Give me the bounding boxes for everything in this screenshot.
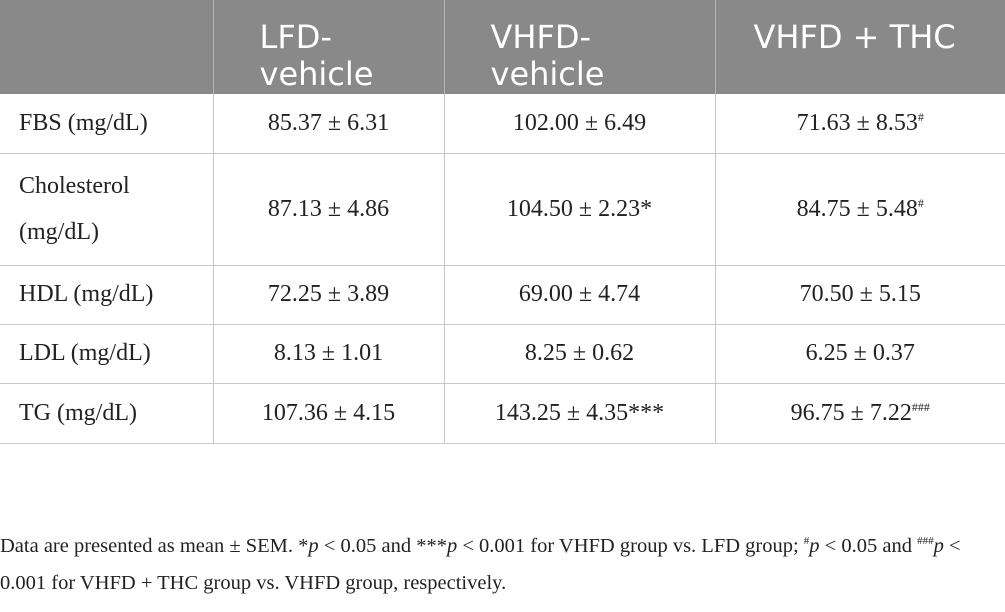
header-cell-empty — [0, 0, 213, 94]
table-cell: 87.13 ± 4.86 — [212, 153, 444, 266]
table-cell: 8.13 ± 1.01 — [212, 324, 444, 384]
significance-mark: # — [917, 195, 924, 210]
table-row: HDL (mg/dL) 72.25 ± 3.89 69.00 ± 4.74 70… — [0, 265, 1005, 325]
table-row: TG (mg/dL) 107.36 ± 4.15 143.25 ± 4.35**… — [0, 383, 1005, 444]
row-label: TG (mg/dL) — [0, 383, 213, 444]
significance-mark: # — [917, 109, 924, 124]
table-cell: 70.50 ± 5.15 — [714, 265, 1005, 325]
row-label: FBS (mg/dL) — [0, 94, 213, 154]
table-row: LDL (mg/dL) 8.13 ± 1.01 8.25 ± 0.62 6.25… — [0, 324, 1005, 384]
table-cell: 104.50 ± 2.23* — [443, 153, 715, 266]
row-label: LDL (mg/dL) — [0, 324, 213, 384]
table-cell: 85.37 ± 6.31 — [212, 94, 444, 154]
table-footnote: Data are presented as mean ± SEM. *p < 0… — [0, 535, 961, 594]
data-table-container: LFD- vehicle VHFD- vehicle VHFD + THC FB… — [0, 0, 1005, 444]
table-cell: 102.00 ± 6.49 — [443, 94, 715, 154]
table-cell: 96.75 ± 7.22### — [714, 383, 1005, 444]
table-cell: 84.75 ± 5.48# — [714, 153, 1005, 266]
table-cell: 71.63 ± 8.53# — [714, 94, 1005, 154]
table-row: Cholesterol (mg/dL) 87.13 ± 4.86 104.50 ±… — [0, 153, 1005, 266]
table-cell: 6.25 ± 0.37 — [714, 324, 1005, 384]
table-cell: 8.25 ± 0.62 — [443, 324, 715, 384]
lipid-profile-table: LFD- vehicle VHFD- vehicle VHFD + THC FB… — [0, 0, 1005, 444]
header-cell-vhfd-vehicle: VHFD- vehicle — [443, 0, 715, 94]
table-row: FBS (mg/dL) 85.37 ± 6.31 102.00 ± 6.49 7… — [0, 94, 1005, 154]
table-cell: 69.00 ± 4.74 — [443, 265, 715, 325]
table-header-row: LFD- vehicle VHFD- vehicle VHFD + THC — [0, 0, 1005, 94]
table-cell: 107.36 ± 4.15 — [212, 383, 444, 444]
table-cell: 72.25 ± 3.89 — [212, 265, 444, 325]
row-label: HDL (mg/dL) — [0, 265, 213, 325]
table-cell: 143.25 ± 4.35*** — [443, 383, 715, 444]
significance-mark: ### — [911, 399, 930, 414]
header-cell-vhfd-thc: VHFD + THC — [714, 0, 1005, 94]
row-label: Cholesterol (mg/dL) — [0, 153, 213, 266]
header-cell-lfd-vehicle: LFD- vehicle — [212, 0, 444, 94]
